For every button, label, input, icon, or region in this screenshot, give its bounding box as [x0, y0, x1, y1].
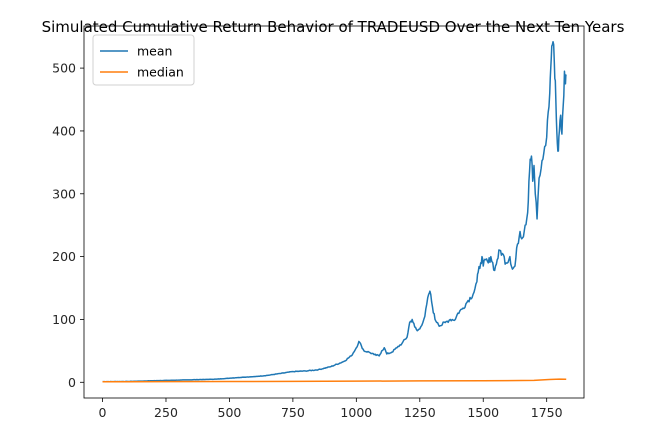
x-tick-label: 1500	[467, 405, 499, 420]
x-tick-label: 0	[99, 405, 107, 420]
chart-title: Simulated Cumulative Return Behavior of …	[42, 18, 625, 36]
x-tick-label: 1000	[340, 405, 372, 420]
plot-frame	[83, 25, 585, 399]
series-line-median	[102, 378, 567, 383]
x-axis: 0 250 500 750 1000 1250 1500 1750	[99, 398, 563, 420]
series-layer	[102, 40, 567, 383]
legend-label-median: median	[137, 65, 184, 80]
x-tick-label: 1250	[404, 405, 436, 420]
y-tick-label: 500	[52, 61, 76, 76]
y-axis: 0 100 200 300 400 500	[52, 61, 84, 390]
y-tick-label: 100	[52, 312, 76, 327]
legend: mean median	[92, 34, 195, 86]
x-tick-label: 500	[218, 405, 242, 420]
x-tick-label: 250	[154, 405, 178, 420]
y-tick-label: 0	[68, 375, 76, 390]
legend-label-mean: mean	[137, 44, 172, 59]
series-line-mean	[102, 40, 567, 383]
y-tick-label: 200	[52, 249, 76, 264]
y-tick-label: 300	[52, 186, 76, 201]
x-tick-label: 750	[281, 405, 305, 420]
x-tick-label: 1750	[531, 405, 563, 420]
y-tick-label: 400	[52, 123, 76, 138]
